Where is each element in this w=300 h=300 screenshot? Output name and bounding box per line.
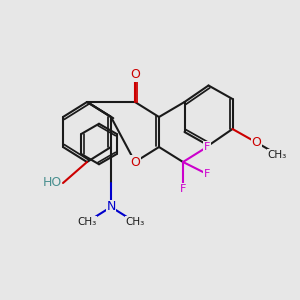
- Text: F: F: [204, 142, 210, 152]
- Text: CH₃: CH₃: [268, 149, 287, 160]
- Text: O: O: [252, 136, 261, 149]
- Text: CH₃: CH₃: [77, 217, 97, 227]
- Text: N: N: [106, 200, 116, 214]
- Text: HO: HO: [42, 176, 62, 190]
- Text: O: O: [130, 155, 140, 169]
- Text: F: F: [204, 169, 210, 179]
- Text: O: O: [130, 68, 140, 82]
- Text: F: F: [180, 184, 186, 194]
- Text: CH₃: CH₃: [125, 217, 145, 227]
